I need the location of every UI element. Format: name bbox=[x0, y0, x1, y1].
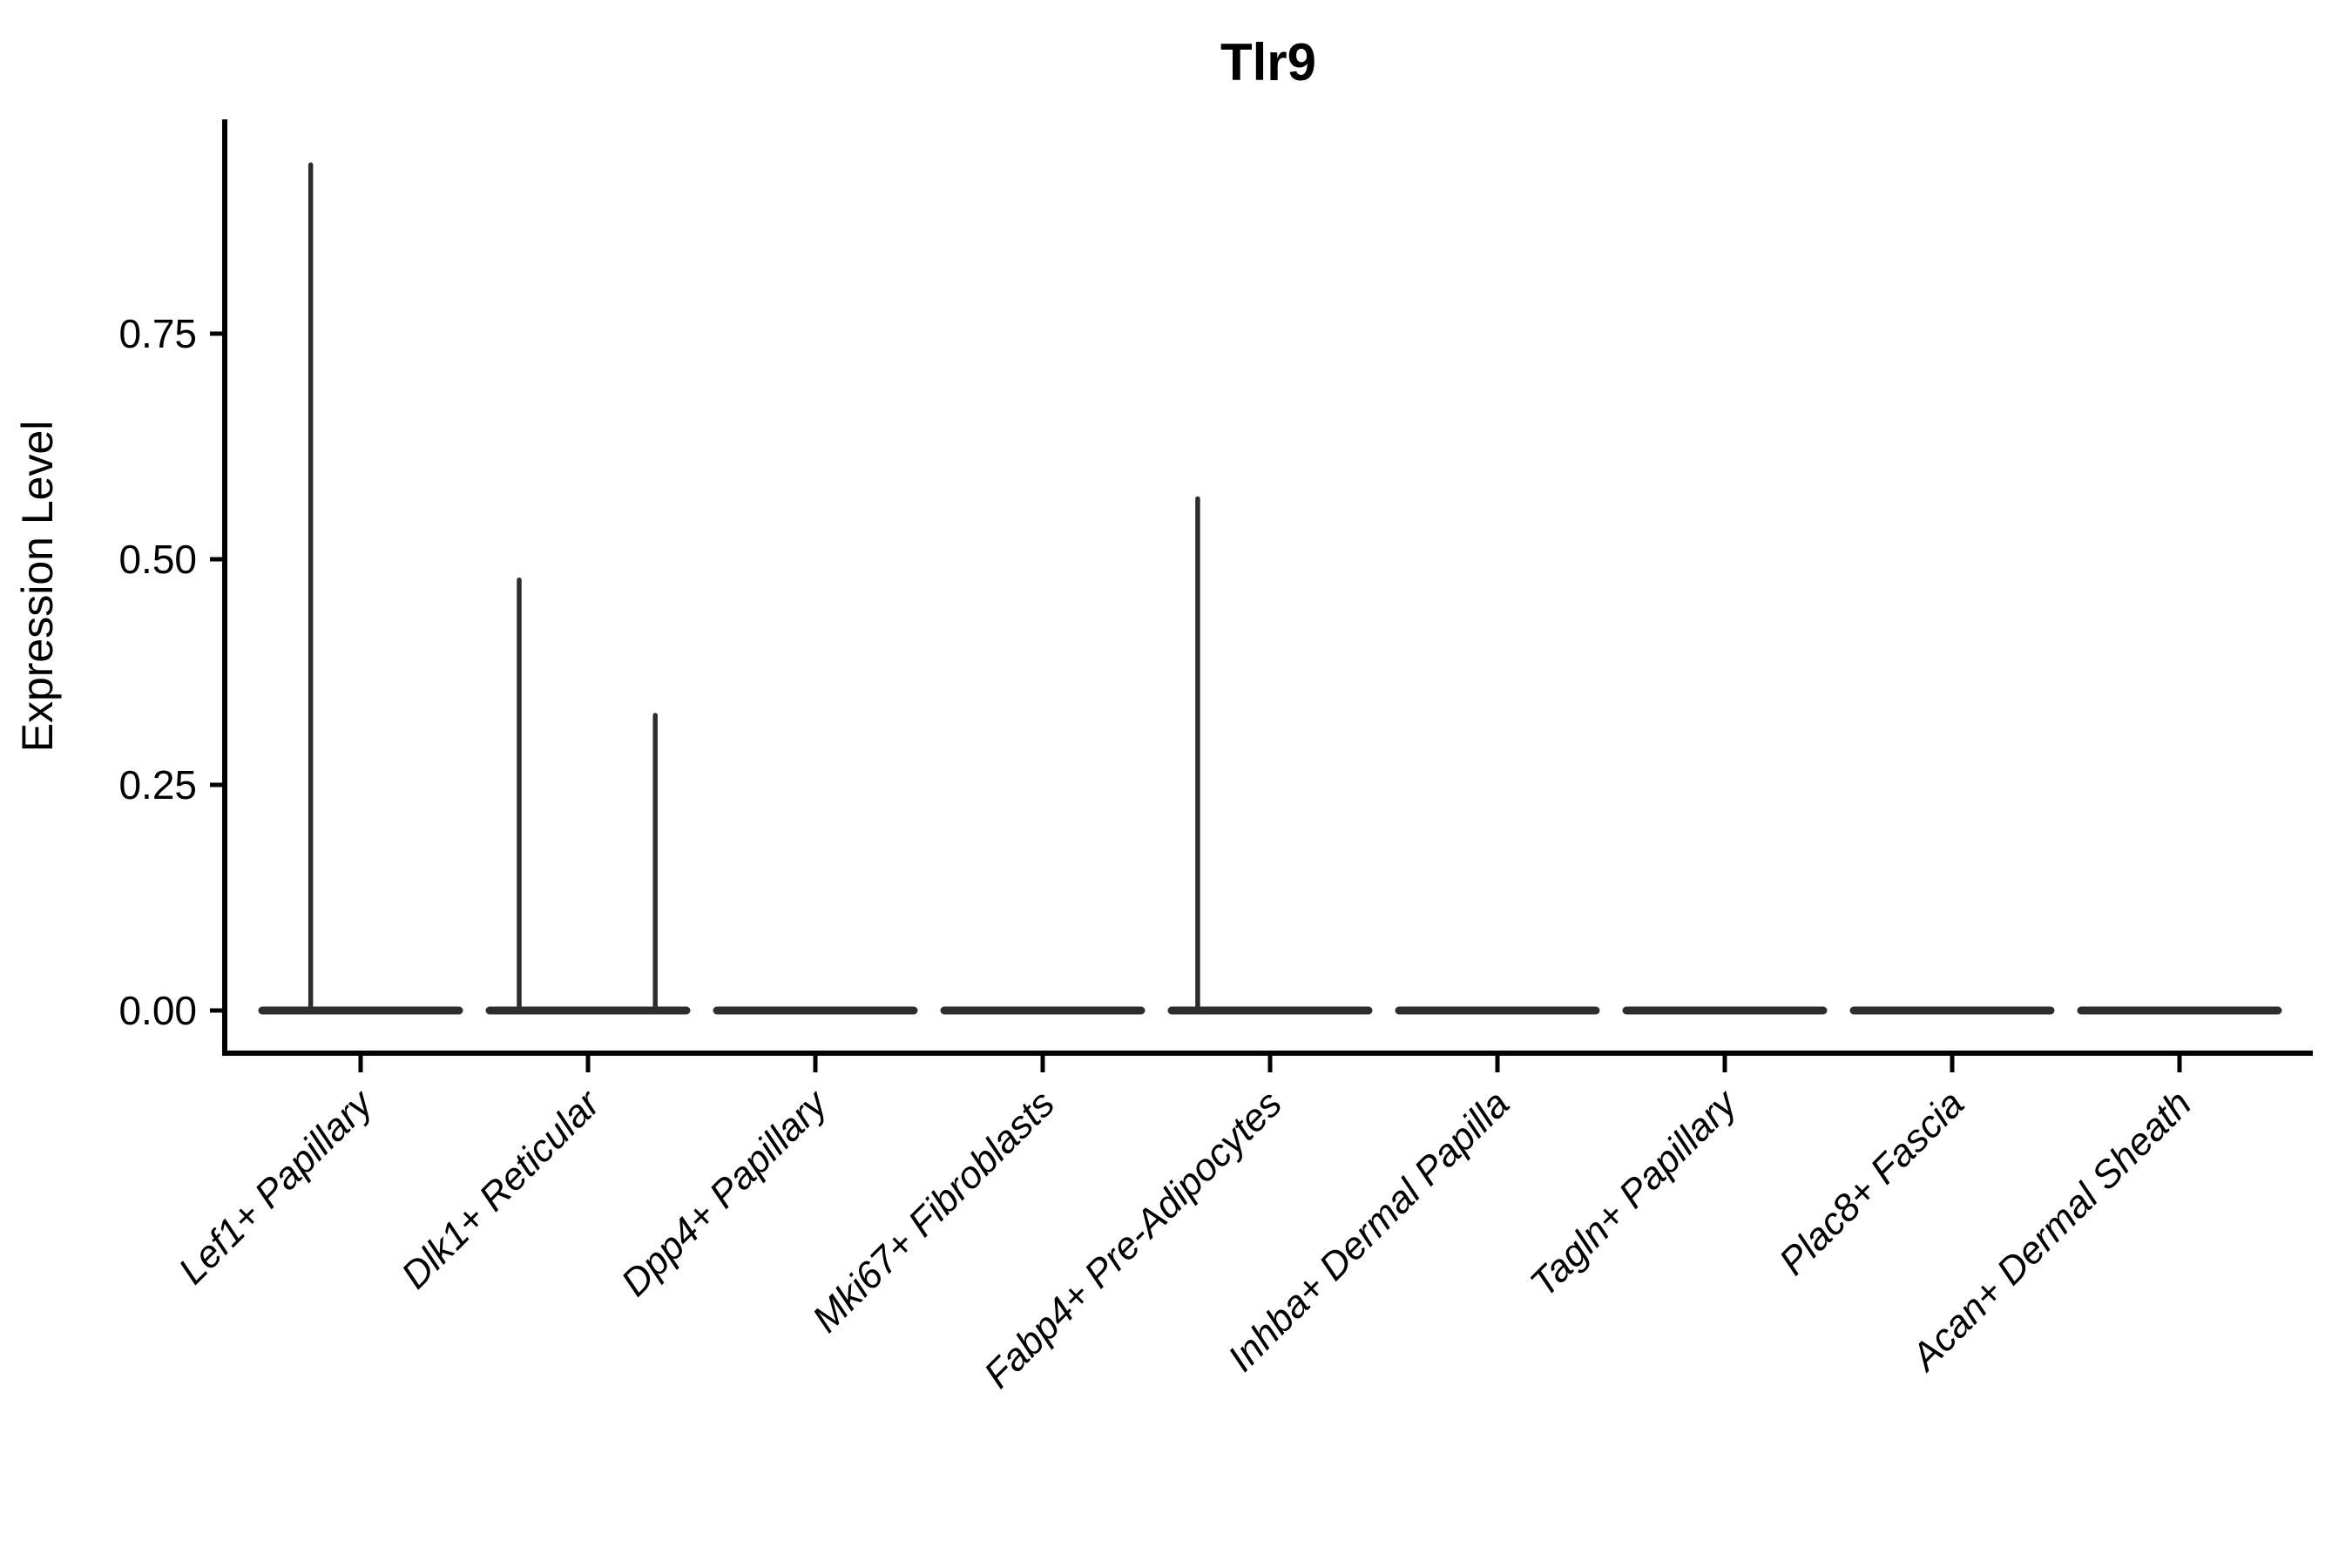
tick-labels: 0.00 0.25 0.50 0.75 Lef1+ Papillary Dlk1+ Ret… bbox=[118, 311, 2200, 1396]
violins bbox=[258, 162, 2282, 1015]
chart-title: Tlr9 bbox=[1220, 33, 1316, 91]
y-tick-label: 0.00 bbox=[118, 988, 197, 1033]
y-tick-label: 0.25 bbox=[118, 762, 197, 808]
axes bbox=[210, 119, 2313, 1072]
x-tick-label: Lef1+ Papillary bbox=[171, 1080, 382, 1292]
y-axis-title: Expression Level bbox=[13, 421, 62, 753]
x-tick-label: Dpp4+ Papillary bbox=[613, 1080, 837, 1304]
y-tick-label: 0.75 bbox=[118, 311, 197, 356]
x-tick-label: Dlk1+ Reticular bbox=[394, 1081, 610, 1297]
x-tick-label: Mki67+ Fibroblasts bbox=[804, 1082, 1063, 1341]
x-tick-label: Tagln+ Papillary bbox=[1522, 1080, 1747, 1305]
x-tick-label: Plac8+ Fascia bbox=[1771, 1082, 1972, 1283]
y-tick-label: 0.50 bbox=[118, 537, 197, 582]
